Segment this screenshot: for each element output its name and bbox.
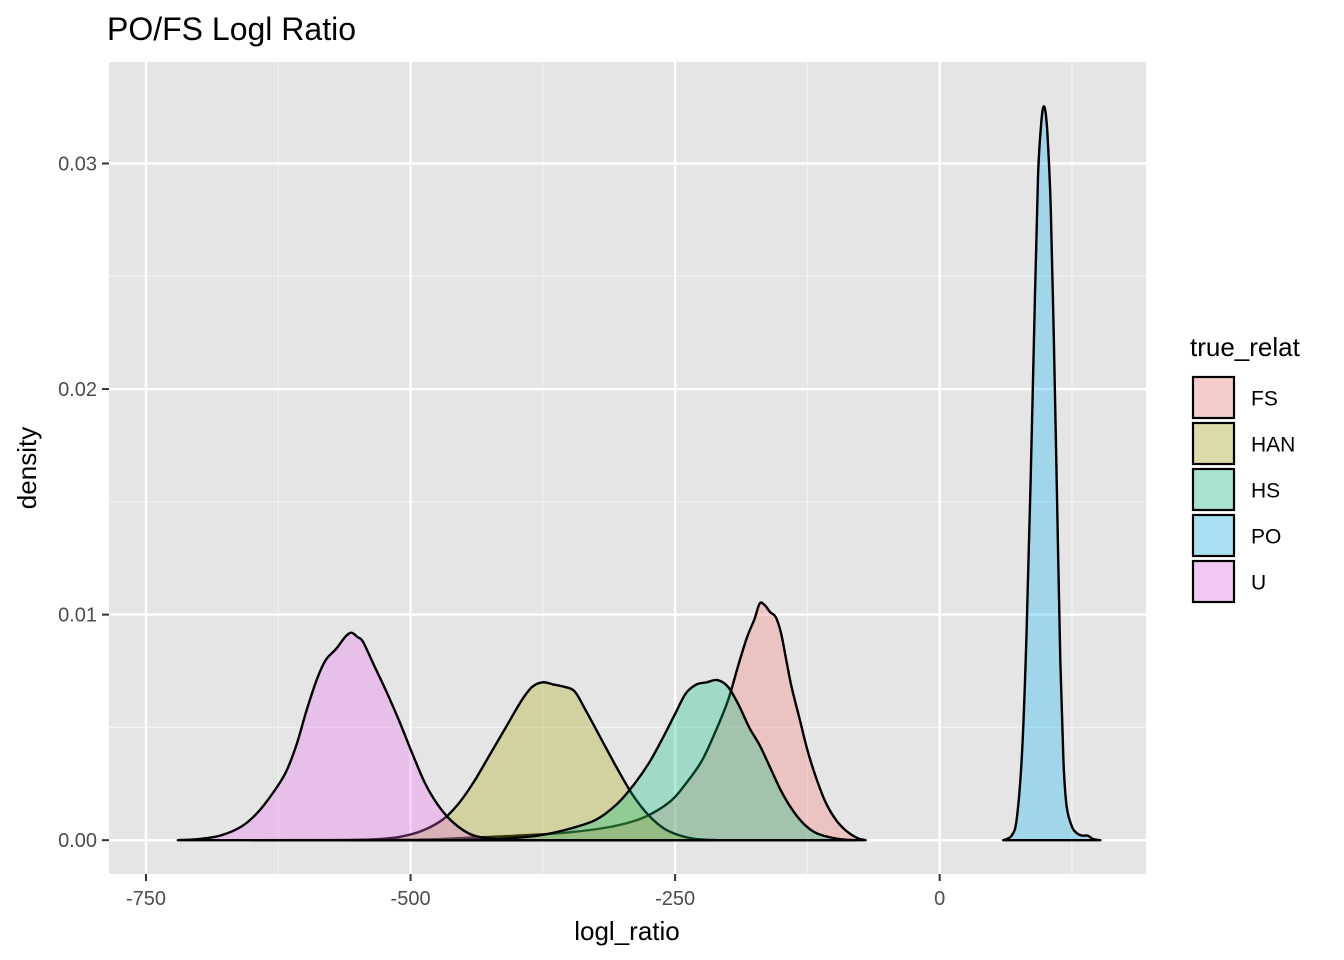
density-area-fs: [250, 601, 867, 842]
x-tick-label: 0: [934, 888, 945, 910]
legend-label-po: PO: [1251, 526, 1281, 549]
legend-label-fs: FS: [1251, 388, 1278, 411]
legend-key-background: [1192, 560, 1235, 603]
x-tick-label: -750: [126, 888, 166, 910]
legend-key-background: [1192, 376, 1235, 419]
x-axis: -750 -500 -250 0: [126, 874, 945, 910]
y-tick-label: 0.02: [58, 379, 97, 401]
y-axis-title: density: [12, 427, 42, 509]
x-tick-label: -500: [391, 888, 431, 910]
chart-title: PO/FS Logl Ratio: [107, 11, 356, 47]
legend-label-han: HAN: [1251, 434, 1295, 457]
legend-swatch-u: [1191, 559, 1236, 604]
legend-swatch-fs: [1191, 375, 1236, 420]
density-area-u: [176, 631, 518, 842]
legend-swatch-po: [1191, 513, 1236, 558]
y-tick-label: 0.00: [58, 830, 97, 852]
legend-key-background: [1192, 422, 1235, 465]
density-curves: [176, 105, 1102, 842]
legend-title: true_relat: [1190, 332, 1301, 362]
plot-panel: [109, 62, 1146, 874]
legend-swatch-han: [1191, 421, 1236, 466]
legend: true_relat FS HAN HS PO U: [1190, 332, 1301, 604]
density-area-po: [1001, 105, 1102, 842]
x-axis-title: logl_ratio: [574, 916, 680, 946]
density-area-han: [345, 681, 719, 842]
x-tick-label: -250: [655, 888, 695, 910]
y-tick-label: 0.01: [58, 605, 97, 627]
density-area-hs: [441, 678, 857, 842]
minor-gridlines: [109, 62, 1146, 874]
legend-key-background: [1192, 468, 1235, 511]
legend-label-hs: HS: [1251, 480, 1280, 503]
legend-swatch-hs: [1191, 467, 1236, 512]
y-tick-label: 0.03: [58, 154, 97, 176]
legend-key-background: [1192, 514, 1235, 557]
legend-label-u: U: [1251, 572, 1266, 595]
y-axis: 0.00 0.01 0.02 0.03: [58, 154, 109, 852]
